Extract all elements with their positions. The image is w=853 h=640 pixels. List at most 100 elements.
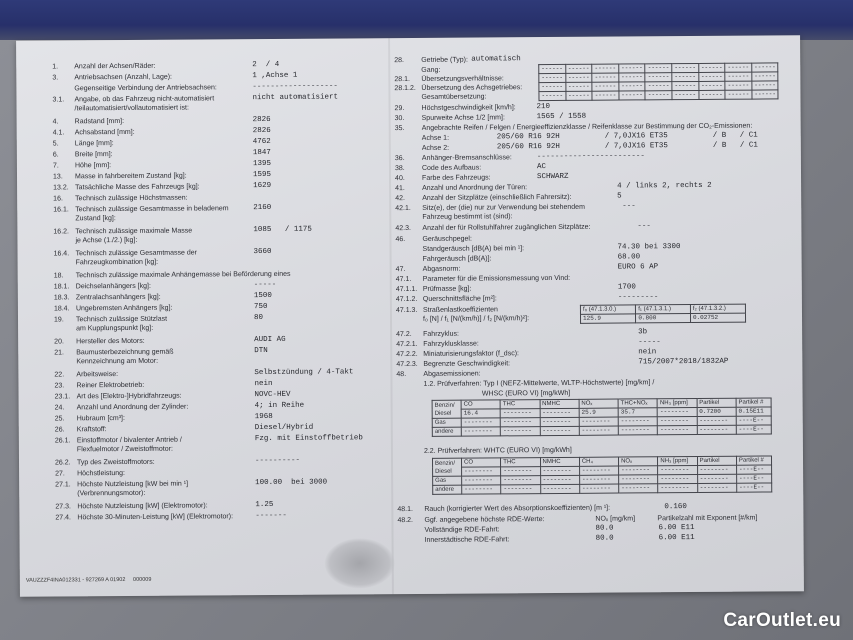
- field-number: 21.: [54, 349, 65, 357]
- field-label: Höchstgeschwindigkeit [km/h]:: [421, 104, 516, 112]
- field-label: Radstand [mm]:: [74, 117, 125, 126]
- field-label: Anzahl und Anordnung der Zylinder:: [76, 403, 189, 412]
- emissions-header: NMHC: [540, 457, 580, 467]
- field-number: 18.4.: [53, 305, 70, 313]
- emissions-row: andere -------- -------- -------- -------- --…: [432, 482, 772, 495]
- emissions-cell: 0.15E11: [736, 406, 772, 417]
- emissions-cell: --------: [697, 483, 737, 493]
- field-value: SCHWARZ: [537, 172, 569, 182]
- gear-cell: ------: [751, 71, 779, 82]
- field-number: 48.1.: [397, 505, 413, 514]
- field-number: 5.: [52, 140, 59, 148]
- gear-cell: ------: [698, 72, 726, 82]
- field-label: Baumusterbezeichnung gemäß Kennzeichnung…: [76, 348, 174, 366]
- field-value: Selbstzündung / 4-Takt: [254, 368, 354, 378]
- field-label: Miniaturisierungsfaktor (f_dsc):: [423, 350, 519, 358]
- emissions-cell: --------: [657, 425, 697, 435]
- field-number: 48.2.: [397, 516, 414, 525]
- field-number: 22.: [54, 371, 65, 379]
- field-number: 47.: [395, 266, 406, 274]
- emissions-cell: --------: [500, 426, 540, 436]
- gear-cell: ------: [592, 73, 619, 83]
- road-load-cell: f₁ (47.1.3.1.): [635, 304, 691, 314]
- field-value: NOVC-HEV: [254, 390, 291, 400]
- field-label: Abgasnorm:: [422, 265, 461, 273]
- emissions-cell: --------: [461, 484, 502, 495]
- field-value: ------------------------: [536, 152, 645, 162]
- gear-cell: ------: [618, 63, 646, 74]
- emissions-header: NH₃ [ppm]: [657, 456, 698, 466]
- emissions-header: Partikel: [697, 456, 737, 466]
- gear-row: ------ ------ ------ ------ ------ ------ ----…: [538, 89, 779, 101]
- fuel-label: andere: [432, 485, 462, 495]
- field-number: 23.: [54, 382, 65, 390]
- field-label: Hubraum [cm³]:: [76, 414, 125, 423]
- road-load-cell: 0.02752: [690, 313, 746, 323]
- field-value: 4762: [252, 137, 271, 147]
- field-label: Deichselanhängers [kg]:: [75, 282, 151, 291]
- field-value: 68.00: [617, 253, 641, 262]
- field-number: 27.1.: [55, 481, 71, 489]
- field-value: -------: [255, 511, 287, 521]
- gear-cell: ------: [751, 89, 779, 100]
- field-value: AC: [536, 163, 547, 172]
- field-value: -----: [253, 280, 277, 290]
- field-value: 1565 / 1558: [536, 112, 587, 122]
- field-number: 26.2.: [54, 459, 71, 467]
- field-value: ---: [622, 202, 636, 211]
- emissions-cell: --------: [697, 474, 737, 484]
- field-number: 47.2.: [396, 330, 412, 339]
- field-number: 16.4.: [53, 250, 70, 258]
- field-value: 2160: [253, 203, 272, 213]
- gear-cell: ------: [592, 91, 619, 101]
- emissions-cell: --------: [618, 425, 658, 436]
- emissions-cell: ----E--: [736, 464, 772, 475]
- gear-ratio-table: ------ ------ ------ ------ ------ ------ ----…: [538, 62, 779, 101]
- field-label: Anzahl und Anordnung der Türen:: [422, 184, 528, 192]
- field-label: Spurweite Achse 1/2 [mm]:: [421, 114, 505, 122]
- field-label: Arbeitsweise:: [76, 371, 119, 379]
- road-load-cell: 125.9: [580, 313, 636, 324]
- field-number: 24.: [54, 404, 65, 412]
- gear-cell: ------: [618, 72, 646, 83]
- field-number: 42.1.: [395, 204, 411, 213]
- gear-cell: ------: [565, 91, 593, 101]
- field-label: Anzahl der für Rollstuhlfahrer zugänglic…: [422, 223, 591, 232]
- field-label: Höchstleistung:: [77, 469, 125, 478]
- field-number: 47.1.2.: [395, 295, 418, 304]
- field-number: 26.: [54, 426, 65, 434]
- gear-cell: ------: [538, 91, 566, 101]
- emissions-cell: --------: [618, 483, 659, 494]
- emissions-cell: --------: [618, 474, 659, 485]
- field-number: 27.3.: [55, 503, 71, 511]
- field-label: Achsabstand [mm]:: [74, 128, 135, 137]
- field-value: ----------: [254, 456, 301, 466]
- emissions-header: Partikel: [696, 398, 737, 408]
- emissions-cell: --------: [540, 475, 580, 485]
- field-value: 210: [536, 103, 551, 112]
- emissions-cell: ----E--: [736, 415, 772, 426]
- field-number: 7.: [52, 162, 59, 170]
- field-label: Code des Aufbaus:: [421, 164, 482, 172]
- gear-cell: ------: [698, 81, 726, 91]
- field-value: ---------: [617, 293, 659, 302]
- field-number: 47.1.: [395, 275, 412, 284]
- field-number: 18.1.: [53, 283, 70, 291]
- fuel-label: Gas: [432, 418, 462, 428]
- field-value: 4; in Reihe: [254, 401, 305, 411]
- field-label: Farbe des Fahrzeugs:: [422, 174, 491, 182]
- gear-cell: ------: [725, 81, 752, 91]
- field-label: Hersteller des Motors:: [76, 337, 145, 346]
- gear-cell: ------: [671, 90, 699, 100]
- field-number: 18.: [53, 272, 64, 280]
- field-number: 28.1.: [394, 75, 410, 84]
- field-value: 3660: [253, 247, 272, 257]
- field-label: Höchste 30-Minuten-Leistung [kW] (Elektr…: [77, 513, 234, 522]
- field-number: 20.: [54, 338, 64, 346]
- field-label: Standgeräusch [dB(A) bei min ¹]:: [422, 245, 525, 253]
- field-value: 5: [617, 192, 622, 201]
- field-label: Gesamtübersetzung:: [421, 93, 487, 101]
- road-load-cell: f₂ (47.1.3.2.): [690, 304, 746, 314]
- field-number: 38.: [394, 165, 405, 173]
- field-value: 100.00 bei 3000: [255, 478, 328, 488]
